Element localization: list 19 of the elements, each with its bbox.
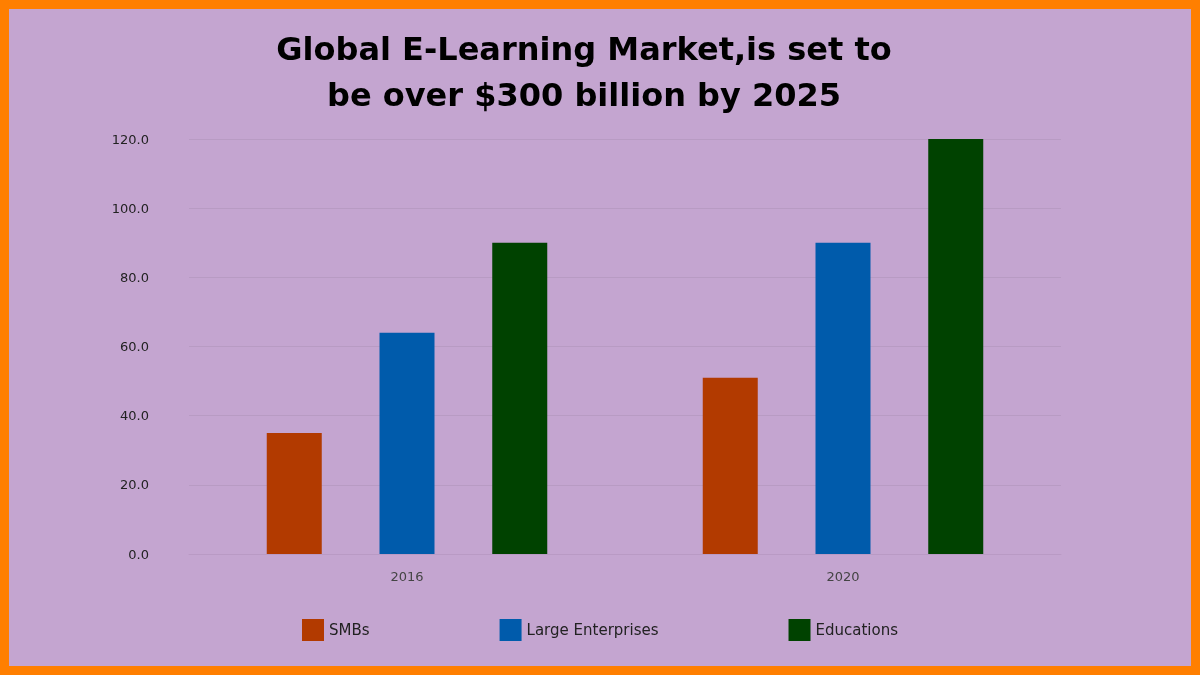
legend-label: SMBs xyxy=(329,621,370,639)
legend-label: Educations xyxy=(815,621,899,639)
bar xyxy=(379,332,435,554)
x-tick-label: 2016 xyxy=(390,569,424,584)
y-tick-label: 100.0 xyxy=(111,200,149,216)
y-tick-label: 0.0 xyxy=(128,546,149,562)
bar xyxy=(492,242,548,554)
bar xyxy=(702,377,758,554)
x-tick-label: 2020 xyxy=(826,569,860,584)
y-tick-label: 60.0 xyxy=(120,339,149,354)
legend-label: Large Enterprises xyxy=(526,621,659,639)
y-tick-label: 20.0 xyxy=(120,477,149,493)
bar xyxy=(266,432,322,554)
chart-title: Global E-Learning Market,is set to be over $300 billion by 2025 xyxy=(276,30,892,114)
y-tick-label: 40.0 xyxy=(120,408,149,424)
y-tick-label: 80.0 xyxy=(120,269,149,285)
bar xyxy=(928,139,984,554)
bar xyxy=(815,242,871,554)
y-tick-label: 120.0 xyxy=(111,131,149,147)
